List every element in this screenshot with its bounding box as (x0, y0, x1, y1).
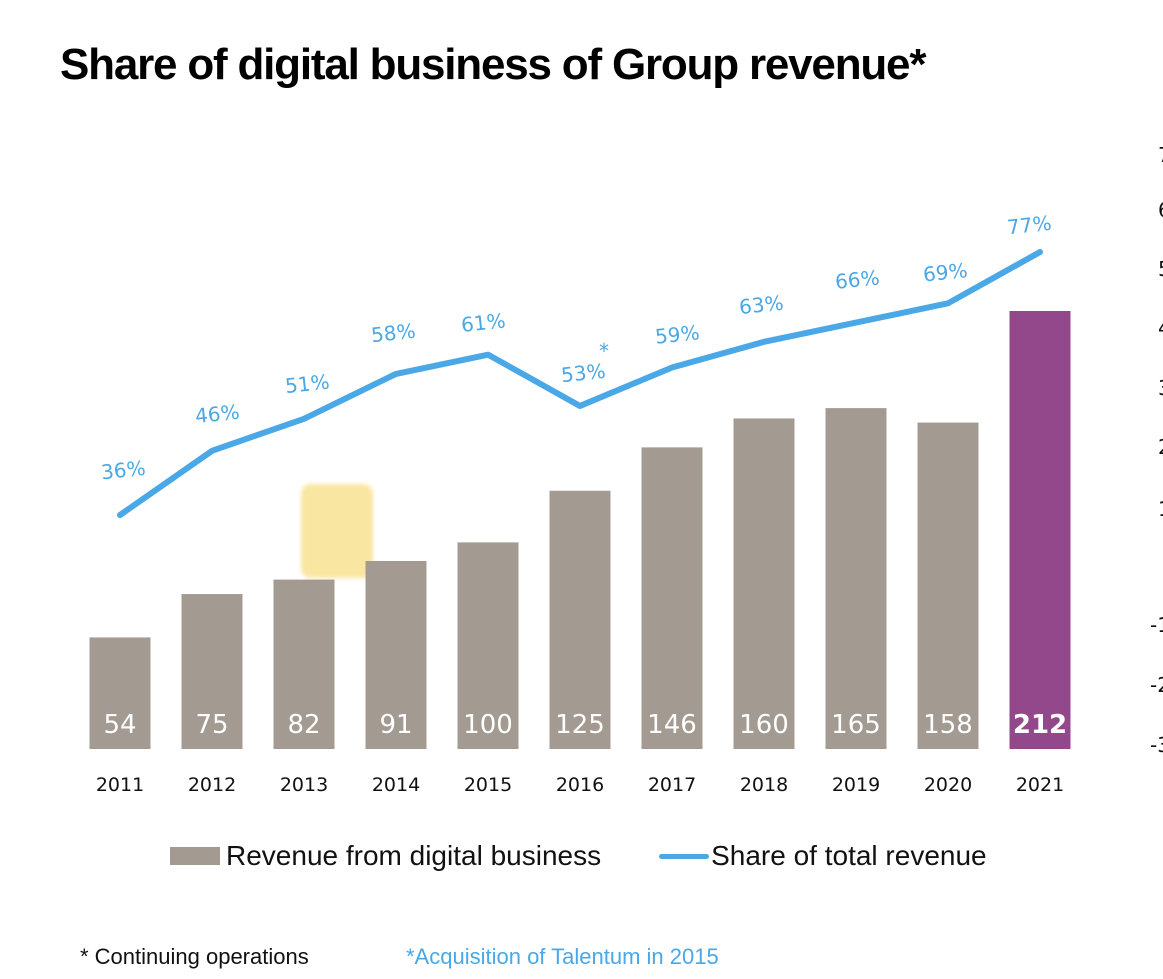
bar-2018 (733, 418, 795, 749)
secondary-axis-tick: 4 (1158, 316, 1163, 340)
secondary-axis-tick: 5 (1158, 257, 1163, 281)
secondary-axis-tick: 7 (1158, 143, 1163, 167)
bar-value-label: 146 (647, 710, 697, 740)
secondary-axis: 7 6 5 4 3 2 1 -1 -2 -3 (1150, 143, 1163, 757)
footnote-continuing-operations: * Continuing operations (80, 944, 309, 969)
share-value-label: 59% (654, 320, 701, 349)
secondary-axis-tick: 3 (1158, 376, 1163, 400)
legend: Revenue from digital business Share of t… (170, 840, 987, 872)
bars-group (89, 311, 1071, 749)
bar-2011 (89, 637, 151, 749)
x-tick-label: 2014 (372, 774, 420, 796)
x-tick-label: 2012 (188, 774, 236, 796)
x-tick-label: 2020 (924, 774, 972, 796)
bar-value-label: 100 (463, 710, 513, 740)
bar-value-label: 91 (379, 710, 412, 740)
labels-group: 54 2011 75 2012 82 2013 91 2014 100 2015 125 2016 14… (96, 211, 1067, 796)
bar-2016 (549, 490, 611, 749)
share-value-label: 58% (370, 319, 417, 348)
x-tick-label: 2011 (96, 774, 144, 796)
share-value-label: 53% (560, 359, 607, 388)
x-tick-label: 2013 (280, 774, 328, 796)
secondary-axis-tick: 1 (1158, 497, 1163, 521)
line-group (117, 249, 1043, 518)
x-tick-label: 2019 (832, 774, 880, 796)
bar-2015 (457, 542, 519, 749)
legend-swatch-bar (170, 847, 220, 865)
share-value-label: 63% (738, 291, 785, 320)
bar-2017 (641, 447, 703, 749)
bar-value-label: 75 (195, 710, 228, 740)
share-value-label: 77% (1006, 211, 1053, 240)
share-value-label: 69% (922, 258, 969, 287)
legend-item-share: Share of total revenue (659, 840, 987, 872)
secondary-axis-tick: 2 (1158, 435, 1163, 459)
x-tick-label: 2015 (464, 774, 512, 796)
footnote-acquisition: *Acquisition of Talentum in 2015 (406, 944, 719, 969)
share-value-label: 46% (194, 400, 241, 429)
share-value-label: 66% (834, 265, 881, 294)
secondary-axis-tick: -2 (1150, 673, 1163, 697)
share-value-label: 51% (284, 370, 331, 399)
bar-2012 (181, 594, 243, 749)
bar-value-label: 82 (287, 710, 320, 740)
secondary-axis-tick: 6 (1158, 198, 1163, 222)
bar-value-label: 165 (831, 710, 881, 740)
share-value-label: 61% (460, 308, 507, 337)
x-tick-label: 2021 (1016, 774, 1064, 796)
bar-2020 (917, 422, 979, 749)
x-tick-label: 2017 (648, 774, 696, 796)
bar-value-label: 160 (739, 710, 789, 740)
bar-value-label: 125 (555, 710, 605, 740)
annotation-asterisk: * (599, 339, 609, 363)
chart-title: Share of digital business of Group reven… (60, 40, 926, 89)
bar-2019 (825, 408, 887, 749)
x-tick-label: 2018 (740, 774, 788, 796)
bar-2021 (1009, 311, 1071, 749)
legend-item-revenue: Revenue from digital business (170, 840, 601, 872)
highlight-marker (301, 484, 373, 578)
x-tick-label: 2016 (556, 774, 604, 796)
share-value-label: 36% (100, 456, 147, 485)
bar-value-label: 158 (923, 710, 973, 740)
bar-2013 (273, 579, 335, 749)
share-line (117, 249, 1043, 518)
legend-swatch-line (659, 853, 710, 859)
bar-value-label: 54 (103, 710, 136, 740)
bar-value-label: 212 (1013, 710, 1067, 740)
legend-label-share: Share of total revenue (711, 840, 987, 871)
legend-label-revenue: Revenue from digital business (226, 840, 602, 871)
secondary-axis-tick: -3 (1150, 733, 1163, 757)
bar-2014 (365, 560, 427, 749)
secondary-axis-tick: -1 (1150, 613, 1163, 637)
